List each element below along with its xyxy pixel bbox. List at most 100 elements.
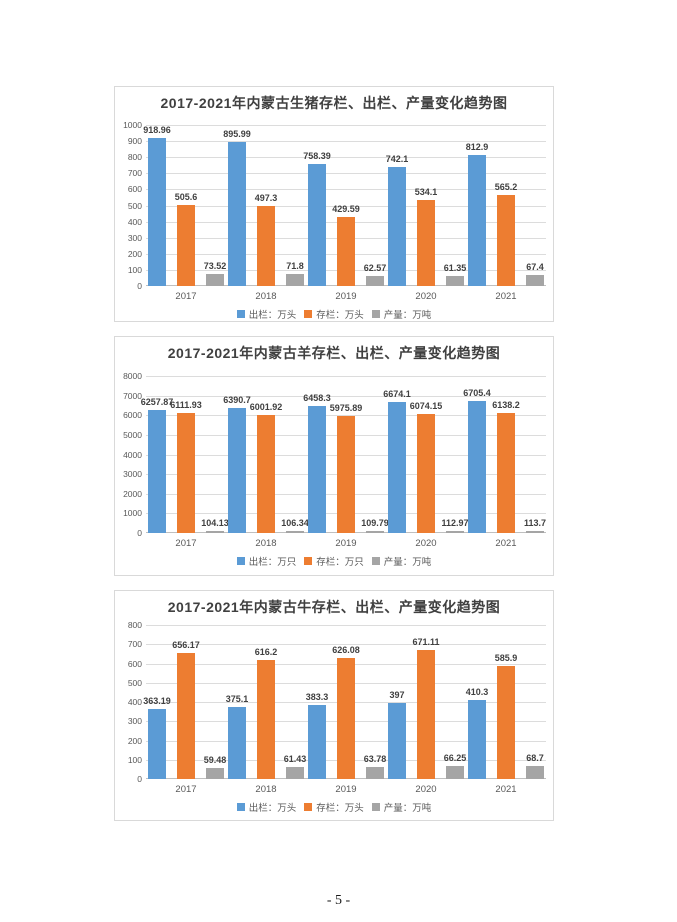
y-tick-label: 5000 <box>123 429 142 440</box>
bar <box>308 406 326 533</box>
y-tick-label: 7000 <box>123 390 142 401</box>
bar-value-label: 6390.7 <box>223 394 251 405</box>
plot-area: 363.19 656.17 59.48 375.1 616.2 61.43 383.3 626… <box>143 625 546 779</box>
y-tick-label: 1000 <box>123 508 142 519</box>
gridline <box>146 625 546 626</box>
bar-value-label: 6257.87 <box>140 397 174 408</box>
bar <box>366 275 384 286</box>
bar <box>206 767 224 779</box>
x-axis: 2017 2018 2019 2020 2021 <box>146 784 546 798</box>
y-tick-label: 800 <box>127 620 142 630</box>
bar <box>257 415 275 533</box>
pig-chart: 2017-2021年内蒙古生猪存栏、出栏、产量变化趋势图 918.96 505.6… <box>114 86 554 322</box>
bar-value-label: 113.7 <box>523 517 547 528</box>
bar <box>228 407 246 533</box>
x-category-label: 2020 <box>415 291 437 302</box>
bar-value-label: 61.43 <box>283 754 307 765</box>
bar-value-label: 106.34 <box>281 517 309 528</box>
bar <box>388 166 406 286</box>
gridline <box>146 157 546 159</box>
bar-value-label: 383.3 <box>305 692 329 703</box>
legend: 出栏：万只 存栏：万只 产量：万吨 <box>115 554 553 568</box>
y-tick-label: 1000 <box>123 120 142 130</box>
legend-item: 出栏：万只 <box>236 554 296 568</box>
legend-label: 存栏：万头 <box>316 803 364 814</box>
y-tick-label: 600 <box>127 658 142 669</box>
y-tick-label: 200 <box>127 248 142 259</box>
plot-area: 918.96 505.6 73.52 895.99 497.3 71.8 758.39 429… <box>143 125 546 286</box>
bar-value-label: 59.48 <box>203 754 227 765</box>
bar-value-label: 66.25 <box>443 753 467 764</box>
y-tick-label: 500 <box>127 200 142 211</box>
chart-title: 2017-2021年内蒙古羊存栏、出栏、产量变化趋势图 <box>167 345 501 361</box>
bar <box>446 766 464 779</box>
bar <box>177 204 195 286</box>
y-tick-label: 6000 <box>123 410 142 421</box>
x-axis: 2017 2018 2019 2020 2021 <box>146 538 546 552</box>
legend-item: 出栏：万头 <box>236 307 297 321</box>
y-tick-label: 900 <box>127 136 142 147</box>
legend-label: 产量：万吨 <box>383 803 432 814</box>
bar <box>366 766 384 779</box>
bar-value-label: 62.57 <box>363 262 387 273</box>
y-tick-label: 100 <box>127 754 142 765</box>
bar-value-label: 375.1 <box>225 693 249 704</box>
bar-value-label: 497.3 <box>254 192 278 203</box>
bar-value-label: 61.35 <box>443 263 467 274</box>
bar-value-label: 565.2 <box>494 182 518 192</box>
bar <box>468 700 486 779</box>
legend-swatch-icon <box>371 310 380 318</box>
gridline <box>146 141 546 143</box>
legend-label: 出栏：万头 <box>248 310 297 321</box>
legend-swatch-icon <box>371 803 380 811</box>
y-tick-label: 2000 <box>123 488 142 499</box>
bar <box>526 765 544 779</box>
bar <box>148 709 166 779</box>
legend-swatch-icon <box>236 557 245 565</box>
bar-value-label: 5975.89 <box>329 402 363 413</box>
x-category-label: 2018 <box>255 291 277 302</box>
bar <box>308 163 326 286</box>
cattle-chart: 2017-2021年内蒙古牛存栏、出栏、产量变化趋势图 363.19 656.17… <box>114 590 554 821</box>
gridline <box>146 189 546 191</box>
legend-swatch-icon <box>371 557 380 565</box>
bar <box>206 530 224 533</box>
bar-value-label: 895.99 <box>223 128 251 139</box>
bar-value-label: 505.6 <box>174 191 198 202</box>
gridline <box>146 376 546 377</box>
bar <box>228 141 246 286</box>
legend: 出栏：万头 存栏：万头 产量：万吨 <box>115 307 553 321</box>
bar <box>286 530 304 533</box>
legend-swatch-icon <box>304 803 313 811</box>
y-tick-label: 300 <box>127 232 142 243</box>
legend-label: 产量：万吨 <box>383 310 432 321</box>
bar <box>526 530 544 533</box>
y-tick-label: 800 <box>127 152 142 163</box>
bar <box>148 410 166 533</box>
bar <box>337 658 355 779</box>
bar <box>468 155 486 286</box>
x-category-label: 2018 <box>255 538 277 549</box>
bar-value-label: 758.39 <box>303 150 331 161</box>
bar <box>417 649 435 779</box>
bar <box>177 652 195 779</box>
legend-label: 存栏：万只 <box>316 557 364 568</box>
bar-value-label: 812.9 <box>465 142 489 153</box>
bar-value-label: 6705.4 <box>463 388 491 399</box>
bar-value-label: 410.3 <box>465 687 489 698</box>
bar <box>468 401 486 533</box>
legend-item: 存栏：万头 <box>304 800 364 814</box>
bar-value-label: 112.97 <box>441 517 469 528</box>
bar-value-label: 363.19 <box>143 696 171 707</box>
x-category-label: 2021 <box>495 291 517 302</box>
bar <box>497 666 515 779</box>
bar <box>286 767 304 779</box>
bar <box>337 415 355 533</box>
x-category-label: 2019 <box>335 784 357 795</box>
bar-value-label: 109.79 <box>361 517 389 528</box>
x-category-label: 2021 <box>495 784 517 795</box>
legend-swatch-icon <box>236 310 245 318</box>
legend-item: 出栏：万头 <box>236 800 296 814</box>
x-category-label: 2019 <box>335 538 357 549</box>
